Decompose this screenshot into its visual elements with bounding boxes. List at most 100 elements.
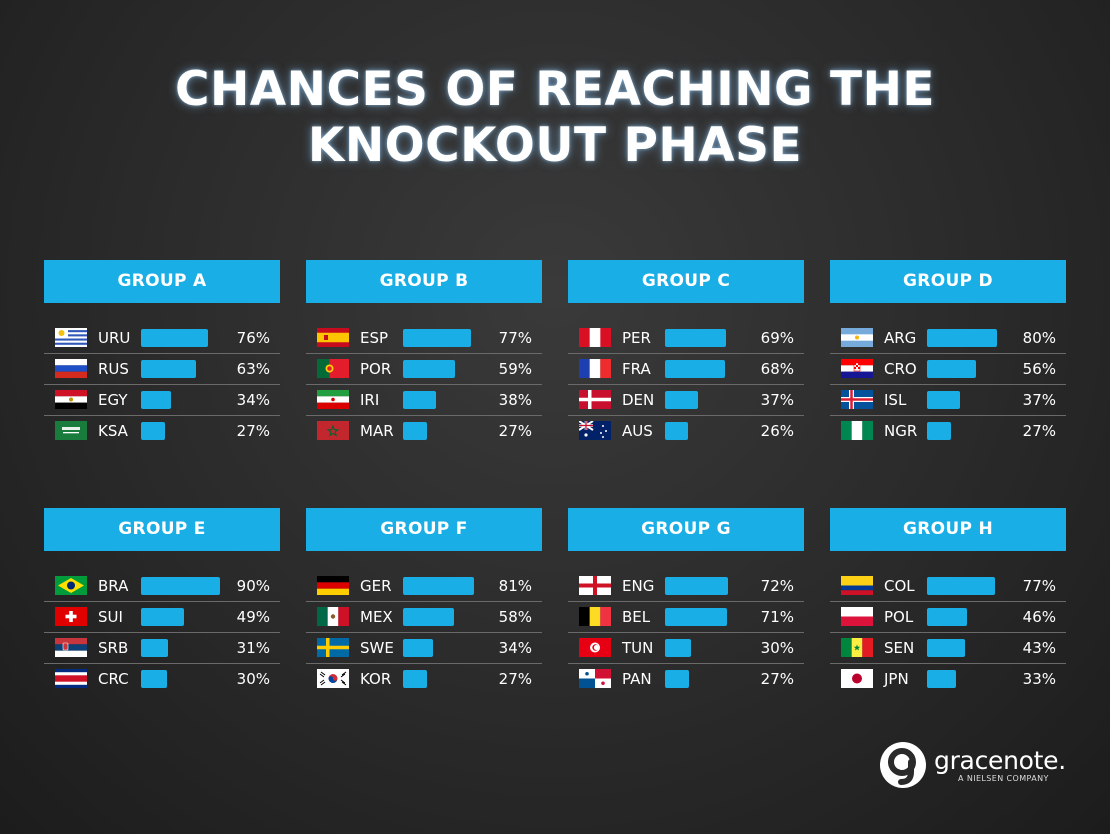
probability-label: 63%	[236, 360, 270, 378]
probability-label: 77%	[1022, 577, 1056, 595]
group-header: GROUP C	[568, 260, 804, 303]
group-a: GROUP A URU 76% RUS 63% EGY 34% KSA 27%	[44, 260, 280, 446]
team-row: POR 59%	[306, 354, 542, 385]
probability-bar	[927, 670, 956, 688]
flag-sui-icon	[55, 607, 87, 626]
probability-label: 38%	[498, 391, 532, 409]
flag-bra-icon	[55, 576, 87, 595]
team-row: RUS 63%	[44, 354, 280, 385]
flag-iri-icon	[317, 390, 349, 409]
flag-mar-icon	[317, 421, 349, 440]
probability-label: 46%	[1022, 608, 1056, 626]
team-code: DEN	[622, 391, 655, 409]
probability-bar	[665, 608, 727, 626]
probability-label: 72%	[760, 577, 794, 595]
team-code: KOR	[360, 670, 392, 688]
probability-bar	[141, 422, 165, 440]
team-row: PAN 27%	[568, 664, 804, 694]
flag-pol-icon	[841, 607, 873, 626]
probability-bar	[665, 639, 691, 657]
team-row: TUN 30%	[568, 633, 804, 664]
group-header: GROUP A	[44, 260, 280, 303]
probability-label: 68%	[760, 360, 794, 378]
probability-label: 71%	[760, 608, 794, 626]
team-code: NGR	[884, 422, 918, 440]
team-row: FRA 68%	[568, 354, 804, 385]
probability-bar	[665, 391, 698, 409]
probability-label: 37%	[760, 391, 794, 409]
probability-label: 76%	[236, 329, 270, 347]
team-code: ENG	[622, 577, 655, 595]
team-row: EGY 34%	[44, 385, 280, 416]
team-row: POL 46%	[830, 602, 1066, 633]
group-header: GROUP H	[830, 508, 1066, 551]
team-row: ARG 80%	[830, 323, 1066, 354]
probability-label: 58%	[498, 608, 532, 626]
team-row: DEN 37%	[568, 385, 804, 416]
probability-bar	[927, 329, 997, 347]
probability-bar	[403, 329, 471, 347]
team-code: SWE	[360, 639, 394, 657]
flag-por-icon	[317, 359, 349, 378]
team-code: PER	[622, 329, 651, 347]
team-code: ARG	[884, 329, 917, 347]
probability-label: 27%	[760, 670, 794, 688]
probability-label: 37%	[1022, 391, 1056, 409]
flag-arg-icon	[841, 328, 873, 347]
probability-bar	[403, 360, 455, 378]
team-row: ESP 77%	[306, 323, 542, 354]
group-g: GROUP G ENG 72% BEL 71% TUN 30% PAN 27%	[568, 508, 804, 694]
flag-kor-icon	[317, 669, 349, 688]
team-row: CRC 30%	[44, 664, 280, 694]
flag-aus-icon	[579, 421, 611, 440]
flag-sen-icon	[841, 638, 873, 657]
team-row: IRI 38%	[306, 385, 542, 416]
group-header: GROUP B	[306, 260, 542, 303]
team-row: AUS 26%	[568, 416, 804, 446]
probability-label: 31%	[236, 639, 270, 657]
flag-crc-icon	[55, 669, 87, 688]
team-code: POR	[360, 360, 392, 378]
team-code: JPN	[884, 670, 909, 688]
probability-bar	[141, 639, 168, 657]
team-code: AUS	[622, 422, 653, 440]
team-code: CRC	[98, 670, 129, 688]
team-row: MAR 27%	[306, 416, 542, 446]
probability-bar	[927, 422, 951, 440]
team-code: BRA	[98, 577, 129, 595]
team-code: TUN	[622, 639, 654, 657]
team-code: EGY	[98, 391, 128, 409]
team-row: ISL 37%	[830, 385, 1066, 416]
page-title: CHANCES OF REACHING THE KNOCKOUT PHASE	[0, 62, 1110, 174]
group-f: GROUP F GER 81% MEX 58% SWE 34% KOR 27%	[306, 508, 542, 694]
team-code: ESP	[360, 329, 389, 347]
probability-label: 27%	[1022, 422, 1056, 440]
team-code: URU	[98, 329, 131, 347]
probability-label: 34%	[236, 391, 270, 409]
probability-bar	[141, 577, 220, 595]
team-code: GER	[360, 577, 392, 595]
probability-bar	[141, 329, 208, 347]
probability-bar	[403, 577, 474, 595]
probability-bar	[927, 391, 960, 409]
probability-label: 56%	[1022, 360, 1056, 378]
probability-label: 90%	[236, 577, 270, 595]
probability-bar	[141, 360, 196, 378]
team-list: ESP 77% POR 59% IRI 38% MAR 27%	[306, 323, 542, 446]
probability-bar	[403, 670, 427, 688]
team-row: SUI 49%	[44, 602, 280, 633]
title-line-2: KNOCKOUT PHASE	[307, 118, 803, 173]
probability-label: 77%	[498, 329, 532, 347]
flag-srb-icon	[55, 638, 87, 657]
team-row: MEX 58%	[306, 602, 542, 633]
probability-label: 81%	[498, 577, 532, 595]
team-list: ARG 80% CRO 56% ISL 37% NGR 27%	[830, 323, 1066, 446]
flag-pan-icon	[579, 669, 611, 688]
team-code: IRI	[360, 391, 380, 409]
team-row: URU 76%	[44, 323, 280, 354]
probability-bar	[665, 329, 726, 347]
flag-tun-icon	[579, 638, 611, 657]
probability-label: 34%	[498, 639, 532, 657]
team-list: COL 77% POL 46% SEN 43% JPN 33%	[830, 571, 1066, 694]
flag-ger-icon	[317, 576, 349, 595]
